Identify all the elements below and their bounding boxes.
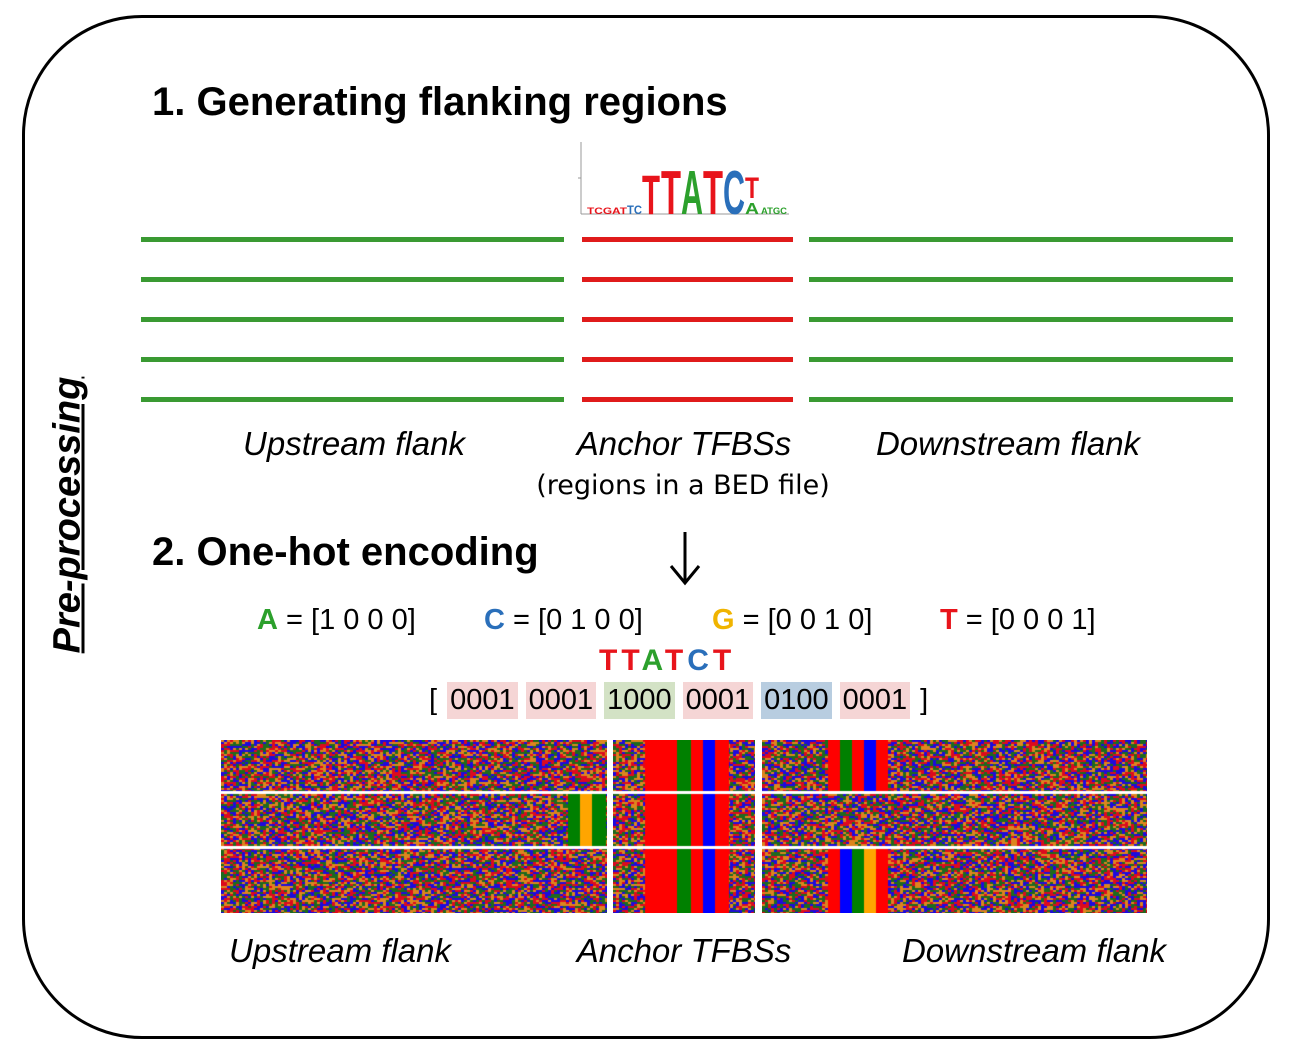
bottom-anchor-label: Anchor TFBSs [576,932,792,969]
seq-letter: C [687,644,713,677]
region-line [582,317,793,322]
bottom-upstream-label: Upstream flank [229,932,451,969]
upstream-heatmap [221,740,607,913]
side-label: Pre-processing [46,376,89,654]
region-line [582,357,793,362]
region-line [141,357,564,362]
logo-letter-t3: T [703,159,723,218]
seq-letter: A [641,644,665,677]
base-g: G [712,604,735,636]
region-line [809,357,1233,362]
section2-title: 2. One-hot encoding [152,530,539,574]
region-line [141,317,564,322]
downstream-flank-label: Downstream flank [875,425,1141,462]
upstream-flank-label: Upstream flank [243,425,465,462]
region-line [141,237,564,242]
encoding-a: A = [1 0 0 0] [257,604,416,636]
svg-text:A: A [745,201,760,218]
region-line [582,237,793,242]
one-hot-vector: [ 0001 0001 1000 0001 0100 0001 ] [423,682,934,719]
code-a: 1000 [604,682,675,719]
logo-letter-a: A [681,159,703,218]
preprocessing-panel [22,15,1270,1039]
region-line [141,397,564,402]
region-line [582,397,793,402]
code-t: 0001 [682,682,754,719]
seq-letter: T [621,644,642,677]
logo-letter-t2: T [661,159,681,218]
encoding-t: T = [0 0 0 1] [940,604,1096,636]
region-line [809,317,1233,322]
svg-text:TCGAT: TCGAT [587,206,628,216]
seq-letter: T [712,644,736,677]
code-c: 0100 [761,682,832,719]
logo-letter-t4: T [745,172,759,205]
encoding-g: G = [0 0 1 0] [712,604,873,636]
code-t: 0001 [839,682,911,719]
anchor-heatmap [613,740,755,913]
downstream-heatmap [762,740,1147,913]
bottom-downstream-label: Downstream flank [901,932,1167,969]
anchor-tfbs-label: Anchor TFBSs [576,425,792,462]
region-line [809,277,1233,282]
region-line [809,397,1233,402]
seq-letter: T [599,644,622,677]
bed-file-note: (regions in a BED file) [536,470,830,501]
logo-letter-t1: T [642,163,660,218]
base-t: T [940,604,958,636]
seq-letter: T [664,644,688,677]
close-bracket: ] [920,684,929,716]
region-line [582,277,793,282]
section1-title: 1. Generating flanking regions [152,80,728,124]
down-arrow-icon [669,532,701,586]
code-t: 0001 [525,682,597,719]
region-line [141,277,564,282]
encoding-c: C = [0 1 0 0] [484,604,643,636]
svg-text:TC: TC [627,203,642,217]
motif-logo: TCGAT TC T T A T C T A ATGC [578,142,789,218]
example-sequence: TTATCT [599,644,735,678]
code-t: 0001 [447,682,518,719]
region-line [809,237,1233,242]
open-bracket: [ [429,684,438,716]
base-c: C [484,604,505,636]
base-a: A [257,604,278,636]
svg-text:ATGC: ATGC [761,206,788,216]
logo-letter-c: C [723,159,745,218]
